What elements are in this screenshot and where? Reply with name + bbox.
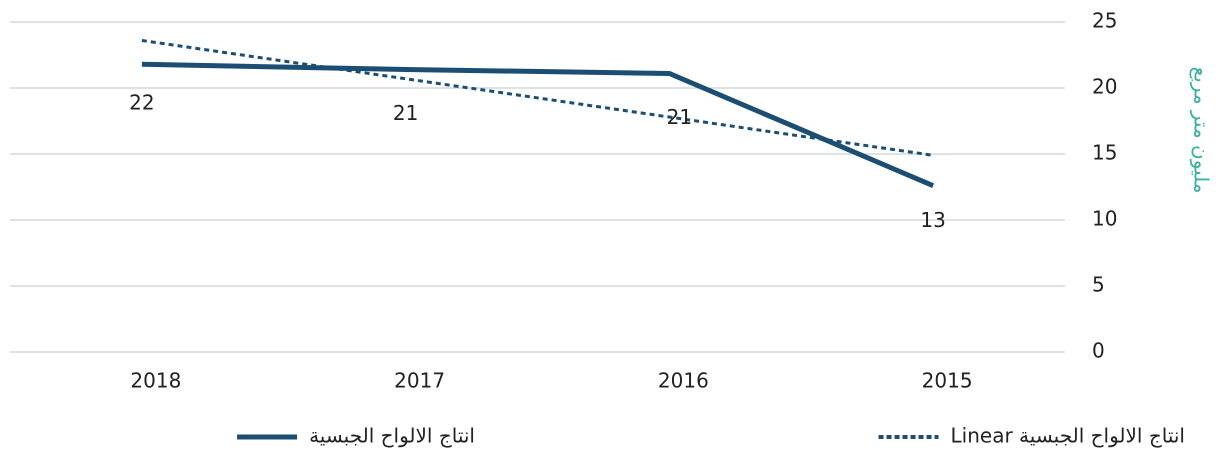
x-tick-label: 2018	[130, 369, 181, 393]
x-tick-label: 2017	[394, 369, 445, 393]
y-axis-title: مليون متر مربع	[1190, 67, 1214, 194]
y-tick-label: 20	[1092, 75, 1117, 99]
data-label: 22	[129, 91, 154, 115]
legend-label: انتاج الالواح الجبسية	[309, 424, 475, 448]
legend-label: انتاج الالواح الجبسية Linear	[951, 424, 1185, 448]
data-label: 21	[667, 105, 692, 129]
y-tick-label: 15	[1092, 141, 1117, 165]
y-tick-label: 25	[1092, 9, 1117, 33]
x-tick-label: 2015	[922, 369, 973, 393]
x-tick-label: 2016	[658, 369, 709, 393]
y-tick-label: 10	[1092, 207, 1117, 231]
series-line	[141, 61, 935, 188]
y-tick-label: 5	[1092, 273, 1105, 297]
data-label: 21	[393, 101, 418, 125]
data-label: 13	[920, 208, 945, 232]
trend-line	[141, 38, 934, 157]
y-tick-label: 0	[1092, 339, 1105, 363]
